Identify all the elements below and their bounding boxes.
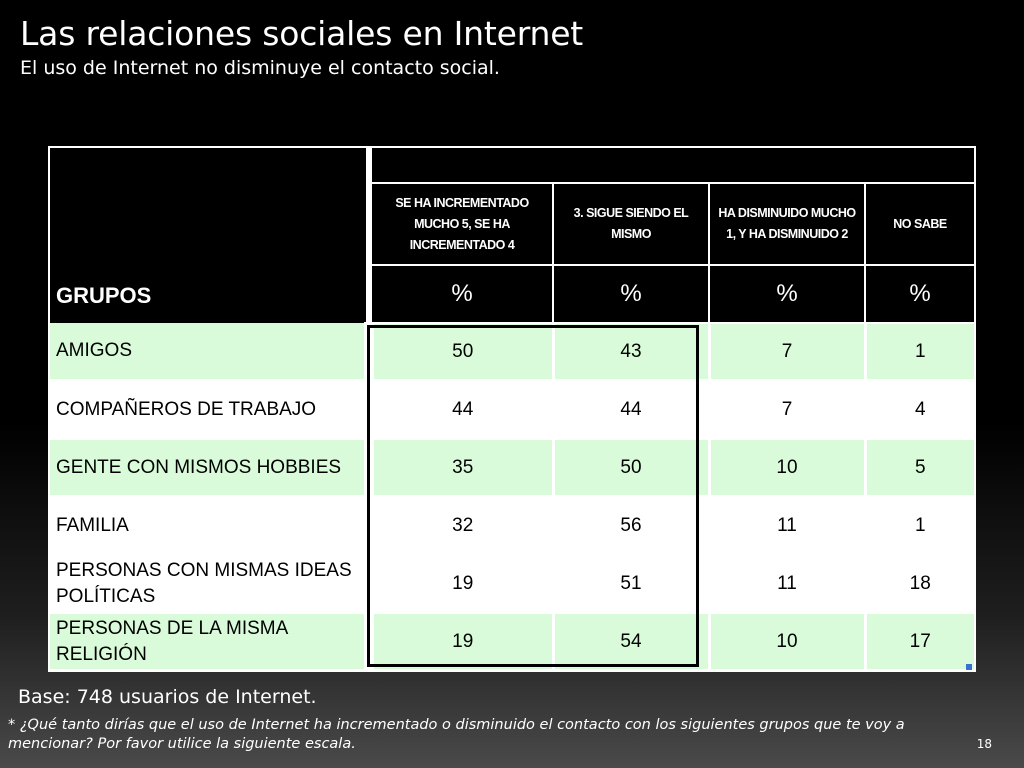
table-cell: 11 — [709, 496, 867, 556]
header-blank-left — [48, 146, 372, 183]
slide-title: Las relaciones sociales en Internet — [20, 14, 584, 53]
unit-cell: % — [368, 264, 554, 324]
table-cell: 56 — [553, 496, 711, 556]
table-cell: 44 — [369, 380, 555, 440]
table-cell: 44 — [553, 380, 711, 440]
page-number: 18 — [976, 737, 992, 751]
table-cell: 7 — [709, 323, 867, 382]
table-row: GENTE CON MISMOS HOBBIES 35 50 10 5 — [48, 438, 976, 498]
table-header-spacer-row — [48, 146, 976, 183]
table-cell: 11 — [709, 554, 867, 614]
row-label: PERSONAS CON MISMAS IDEAS POLÍTICAS — [48, 554, 374, 614]
table-cell: 35 — [369, 438, 555, 498]
slide-subtitle: El uso de Internet no disminuye el conta… — [20, 57, 500, 79]
table-cell: 43 — [553, 323, 711, 382]
table-cell: 10 — [709, 612, 867, 672]
table-row: AMIGOS 50 43 7 1 — [48, 323, 976, 382]
table-row: PERSONAS CON MISMAS IDEAS POLÍTICAS 19 5… — [48, 554, 976, 614]
question-footnote: * ¿Qué tanto dirías que el uso de Intern… — [8, 717, 905, 752]
unit-row: % % % % — [49, 264, 976, 324]
table-row: COMPAÑEROS DE TRABAJO 44 44 7 4 — [48, 380, 976, 440]
table-cell: 19 — [369, 554, 555, 614]
header-blank-right — [369, 146, 976, 183]
table-resize-handle — [966, 664, 972, 670]
base-note: Base: 748 usuarios de Internet. — [18, 686, 317, 708]
table-cell: 32 — [369, 496, 555, 556]
results-table: GRUPOS SE HA INCREMENTADO MUCHO 5, SE HA… — [48, 146, 976, 672]
table-cell: 51 — [553, 554, 711, 614]
row-label: COMPAÑEROS DE TRABAJO — [48, 380, 374, 440]
table-cell: 18 — [865, 554, 976, 614]
row-label: FAMILIA — [48, 496, 374, 556]
table-cell: 54 — [553, 612, 711, 672]
table-cell: 17 — [865, 612, 976, 672]
column-header-decreased: HA DISMINUIDO MUCHO 1, Y HA DISMINUIDO 2 — [708, 182, 866, 266]
column-header-no-sabe: NO SABE — [864, 182, 976, 266]
table-cell: 19 — [369, 612, 555, 672]
table-cell: 5 — [865, 438, 976, 498]
unit-cell: % — [708, 264, 866, 324]
column-header-same: 3. SIGUE SIENDO EL MISMO — [552, 182, 710, 266]
table-cell: 1 — [865, 323, 976, 382]
table-cell: 10 — [709, 438, 867, 498]
table-cell: 1 — [865, 496, 976, 556]
table-row: PERSONAS DE LA MISMA RELIGIÓN 19 54 10 1… — [48, 612, 976, 672]
results-table-container: GRUPOS SE HA INCREMENTADO MUCHO 5, SE HA… — [48, 146, 976, 672]
row-label: PERSONAS DE LA MISMA RELIGIÓN — [48, 612, 374, 672]
table-row: FAMILIA 32 56 11 1 — [48, 496, 976, 556]
unit-cell: % — [864, 264, 976, 324]
table-cell: 50 — [369, 323, 555, 382]
table-cell: 7 — [709, 380, 867, 440]
column-header-row: GRUPOS SE HA INCREMENTADO MUCHO 5, SE HA… — [48, 182, 976, 323]
unit-cell: % — [552, 264, 710, 324]
column-header-increased: SE HA INCREMENTADO MUCHO 5, SE HA INCREM… — [368, 182, 554, 266]
table-cell: 4 — [865, 380, 976, 440]
table-cell: 50 — [553, 438, 711, 498]
row-label: AMIGOS — [48, 323, 374, 382]
row-header-grupos: GRUPOS — [48, 183, 372, 323]
row-label: GENTE CON MISMOS HOBBIES — [48, 438, 374, 498]
